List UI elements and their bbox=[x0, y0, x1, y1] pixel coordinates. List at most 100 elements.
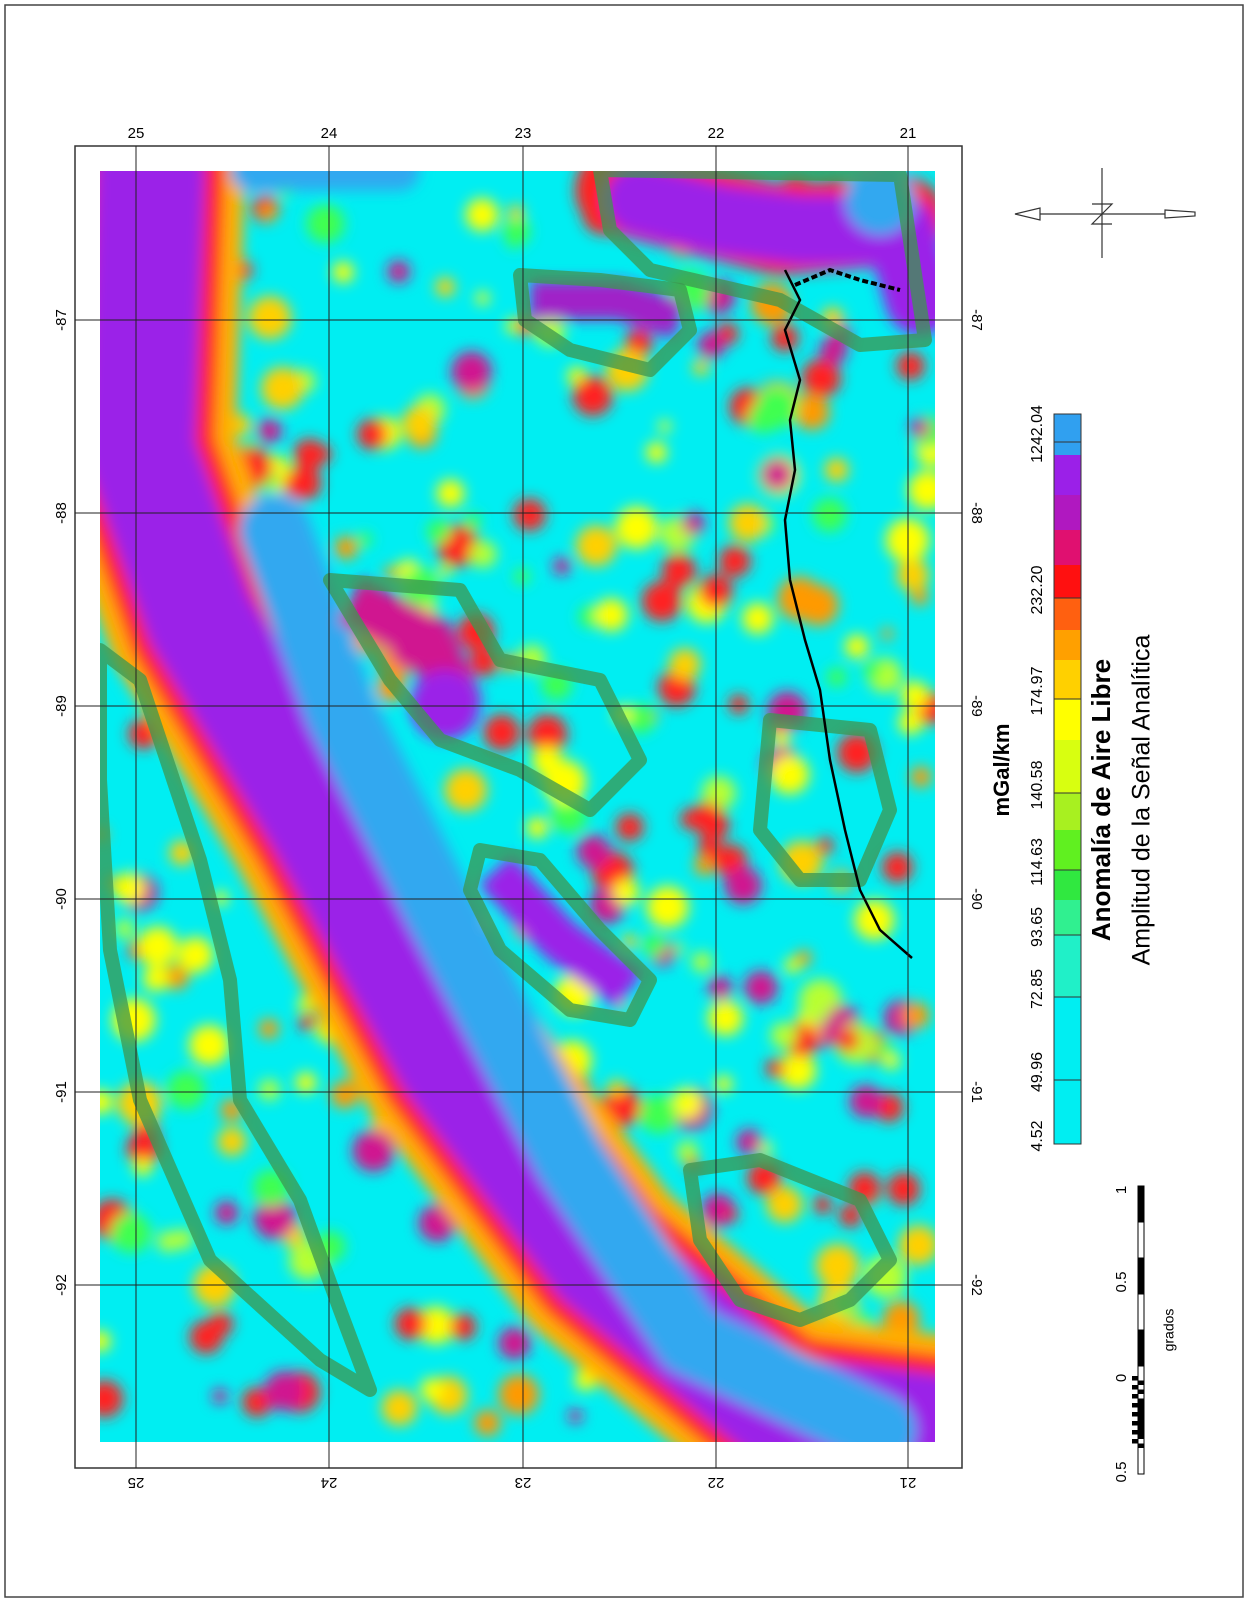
anomaly-blob bbox=[613, 879, 639, 905]
longitude-label: -90 bbox=[53, 888, 70, 910]
anomaly-blob bbox=[729, 504, 766, 541]
anomaly-blob bbox=[681, 512, 704, 535]
anomaly-blob bbox=[798, 585, 839, 626]
color-bar: 4.5249.9672.8593.65114.63140.58174.97232… bbox=[1029, 405, 1081, 1152]
anomaly-blob bbox=[576, 525, 617, 566]
color-bar-segment bbox=[1054, 870, 1081, 900]
anomaly-blob bbox=[659, 420, 671, 432]
anomaly-blob bbox=[283, 473, 307, 497]
anomaly-blob bbox=[402, 406, 437, 441]
longitude-label: -88 bbox=[53, 502, 70, 524]
anomaly-blob bbox=[259, 1079, 280, 1100]
scale-bar: 0.500.51 bbox=[1113, 1186, 1144, 1483]
anomaly-blob bbox=[208, 1312, 233, 1337]
anomaly-blob bbox=[444, 769, 487, 812]
anomaly-blob bbox=[167, 1071, 205, 1109]
anomaly-blob bbox=[608, 1080, 625, 1097]
anomaly-blob bbox=[152, 936, 173, 957]
anomaly-blob bbox=[715, 1075, 732, 1092]
anomaly-blob bbox=[825, 458, 849, 482]
anomaly-blob bbox=[530, 300, 680, 320]
anomaly-blob bbox=[736, 1129, 762, 1155]
scale-segment bbox=[1138, 1399, 1144, 1404]
scale-label: 0.5 bbox=[1113, 1272, 1130, 1293]
anomaly-blob bbox=[498, 1327, 530, 1359]
longitude-label: -87 bbox=[53, 309, 70, 331]
anomaly-blob bbox=[693, 359, 709, 375]
scale-label: 0 bbox=[1113, 1374, 1130, 1382]
scale-segment bbox=[1132, 1376, 1138, 1381]
anomaly-blob bbox=[898, 710, 922, 734]
anomaly-blob bbox=[508, 205, 524, 221]
anomaly-blob bbox=[248, 296, 291, 339]
latitude-label: 21 bbox=[900, 1474, 917, 1491]
longitude-label: -89 bbox=[968, 695, 985, 717]
scale-segment bbox=[1138, 1438, 1144, 1474]
latitude-label: 22 bbox=[708, 125, 725, 142]
latitude-label: 25 bbox=[128, 1474, 145, 1491]
anomaly-blob bbox=[513, 498, 546, 531]
anomaly-blob bbox=[451, 351, 492, 392]
anomaly-blob bbox=[464, 513, 481, 530]
longitude-label: -88 bbox=[968, 502, 985, 524]
anomaly-blob bbox=[553, 557, 571, 575]
longitude-label: -90 bbox=[968, 888, 985, 910]
anomaly-blob bbox=[465, 198, 498, 231]
longitude-label: -87 bbox=[968, 309, 985, 331]
scale-segment bbox=[1138, 1186, 1144, 1222]
anomaly-blob bbox=[742, 603, 773, 634]
anomaly-blob bbox=[296, 1072, 317, 1093]
anomaly-blob bbox=[901, 681, 929, 709]
anomaly-blob bbox=[143, 966, 169, 992]
anomaly-blob bbox=[766, 1059, 785, 1078]
anomaly-blob bbox=[875, 1041, 892, 1058]
scale-segment bbox=[1132, 1403, 1138, 1408]
anomaly-blob bbox=[577, 835, 611, 869]
anomaly-blob bbox=[896, 352, 925, 381]
anomaly-map bbox=[86, 157, 948, 1443]
anomaly-blob bbox=[332, 262, 353, 283]
color-bar-segment bbox=[1054, 793, 1081, 830]
anomaly-blob bbox=[836, 1028, 860, 1052]
latitude-label: 24 bbox=[321, 125, 338, 142]
longitude-label: -91 bbox=[53, 1081, 70, 1103]
anomaly-blob bbox=[903, 1002, 930, 1029]
anomaly-blob bbox=[476, 291, 489, 304]
anomaly-blob bbox=[358, 532, 372, 546]
anomaly-blob bbox=[410, 670, 480, 740]
color-bar-segment bbox=[1054, 900, 1081, 935]
anomaly-blob bbox=[908, 1236, 926, 1254]
anomaly-blob bbox=[111, 1213, 151, 1253]
anomaly-blob bbox=[217, 1127, 246, 1156]
anomaly-blob bbox=[178, 937, 214, 973]
anomaly-blob bbox=[420, 1378, 444, 1402]
anomaly-blob bbox=[708, 1001, 743, 1036]
color-bar-segment bbox=[1054, 565, 1081, 598]
scale-segment bbox=[1138, 1294, 1144, 1330]
color-bar-label: 4.52 bbox=[1029, 1120, 1046, 1151]
anomaly-blob bbox=[212, 1389, 227, 1404]
scale-segment bbox=[1132, 1421, 1138, 1426]
anomaly-blob bbox=[568, 1409, 582, 1423]
scale-label: 0.5 bbox=[1113, 1462, 1130, 1483]
color-bar-segment bbox=[1054, 630, 1081, 660]
anomaly-blob bbox=[264, 1371, 304, 1411]
latitude-label: 23 bbox=[515, 125, 532, 142]
anomaly-blob bbox=[573, 376, 613, 416]
anomaly-blob bbox=[744, 971, 778, 1005]
anomaly-blob bbox=[189, 1025, 230, 1066]
longitude-label: -92 bbox=[53, 1274, 70, 1296]
anomaly-blob bbox=[498, 1374, 538, 1414]
scale-segment bbox=[1132, 1412, 1138, 1417]
latitude-label: 21 bbox=[900, 125, 917, 142]
anomaly-blob bbox=[817, 837, 834, 854]
anomaly-blob bbox=[639, 1095, 678, 1134]
color-bar-segment bbox=[1054, 414, 1081, 455]
anomaly-blob bbox=[813, 498, 847, 532]
page: 25252424232322222121-87-87-88-88-89-89-9… bbox=[0, 0, 1248, 1613]
anomaly-blob bbox=[215, 1201, 239, 1225]
anomaly-blob bbox=[698, 331, 725, 358]
anomaly-blob bbox=[813, 1196, 832, 1215]
anomaly-blob bbox=[115, 919, 134, 938]
legend-title: Anomalía de Aire Libre bbox=[1086, 659, 1116, 941]
